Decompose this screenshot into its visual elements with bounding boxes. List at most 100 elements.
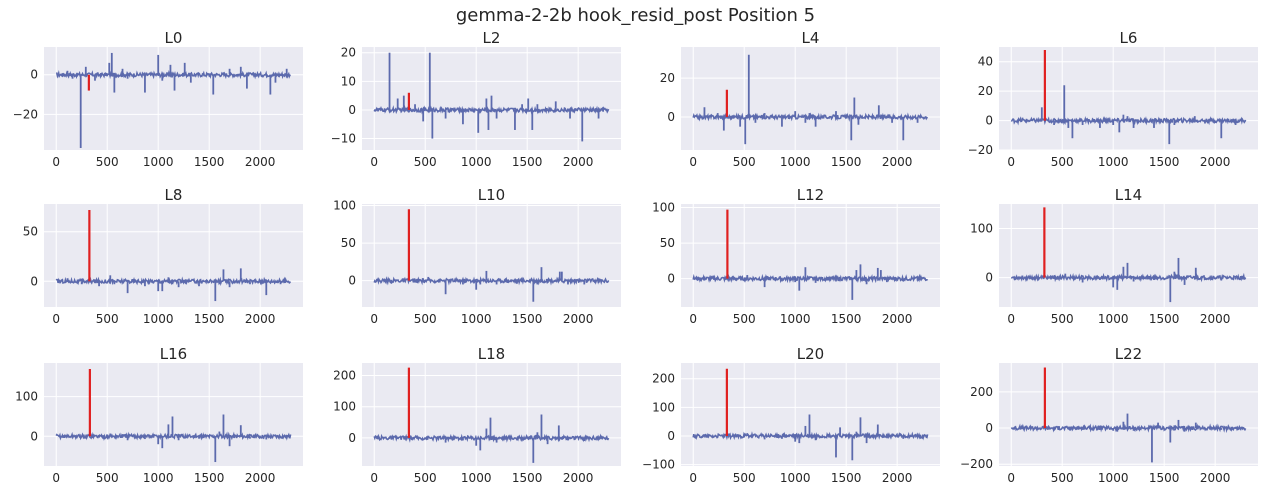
x-tick-label: 1500	[1149, 471, 1180, 485]
subplot-l2: L2 0 500 1000 1500 2000 −10 0 10 20	[331, 29, 621, 169]
series-line	[373, 276, 610, 286]
y-tick-label: −200	[960, 457, 993, 471]
y-tick-label: 20	[341, 46, 356, 60]
plot-area	[362, 204, 621, 307]
x-tick-label: 0	[1007, 312, 1015, 326]
x-tick-label: 1500	[512, 471, 543, 485]
y-tick-label: 0	[348, 431, 356, 445]
x-tick-label: 500	[414, 312, 437, 326]
y-tick-label: 200	[652, 372, 675, 386]
x-tick-label: 2000	[245, 312, 276, 326]
y-tick-label: 200	[333, 368, 356, 382]
y-tick-label: 0	[985, 271, 993, 285]
y-tick-label: 100	[970, 222, 993, 236]
subplot-l0: L0 0 500 1000 1500 2000 −20 0	[13, 29, 303, 169]
y-tick-label: 10	[341, 74, 356, 88]
x-tick-label: 1000	[780, 155, 811, 169]
x-tick-label: 1000	[143, 155, 174, 169]
x-tick-label: 1500	[831, 155, 862, 169]
x-tick-label: 1500	[194, 155, 225, 169]
x-tick-label: 500	[96, 312, 119, 326]
x-tick-label: 2000	[245, 471, 276, 485]
x-tick-label: 500	[733, 155, 756, 169]
x-tick-label: 0	[370, 312, 378, 326]
x-tick-label: 0	[689, 471, 697, 485]
y-tick-label: 0	[985, 114, 993, 128]
subplot-title: L16	[160, 345, 187, 363]
subplot-l20: L20 0 500 1000 1500 2000 −100 0 100 200	[642, 345, 940, 485]
subplot-title: L20	[797, 345, 824, 363]
series-line	[692, 273, 928, 284]
subplot-title: L18	[478, 345, 505, 363]
x-tick-label: 2000	[245, 155, 276, 169]
y-tick-label: 100	[652, 400, 675, 414]
subplot-l16: L16 0 500 1000 1500 2000 0 100	[15, 345, 303, 485]
x-tick-label: 1500	[194, 312, 225, 326]
y-tick-label: 0	[30, 274, 38, 288]
x-tick-label: 1500	[194, 471, 225, 485]
subplot-title: L22	[1115, 345, 1142, 363]
y-tick-label: 100	[652, 201, 675, 215]
x-tick-label: 0	[689, 155, 697, 169]
y-tick-label: −10	[331, 132, 356, 146]
plot-area	[999, 47, 1258, 150]
subplot-title: L12	[797, 186, 824, 204]
x-tick-label: 2000	[563, 155, 594, 169]
y-tick-label: 0	[30, 68, 38, 82]
y-tick-label: 50	[660, 236, 675, 250]
subplot-title: L8	[165, 186, 183, 204]
y-tick-label: 20	[978, 84, 993, 98]
series-line	[56, 69, 291, 80]
x-tick-label: 0	[1007, 155, 1015, 169]
subplot-title: L0	[165, 29, 183, 47]
x-tick-label: 2000	[882, 471, 913, 485]
x-tick-label: 500	[96, 155, 119, 169]
subplot-title: L6	[1120, 29, 1138, 47]
x-tick-label: 500	[1051, 471, 1074, 485]
plot-area	[681, 47, 940, 150]
y-tick-label: 0	[667, 272, 675, 286]
x-tick-label: 0	[52, 312, 60, 326]
subplot-l8: L8 0 500 1000 1500 2000 0 50	[23, 186, 303, 326]
x-tick-label: 2000	[1200, 155, 1231, 169]
x-tick-label: 1500	[831, 471, 862, 485]
subplot-title: L4	[802, 29, 820, 47]
x-tick-label: 500	[1051, 312, 1074, 326]
series-line	[692, 431, 929, 441]
subplot-l22: L22 0 500 1000 1500 2000 −200 0 200	[960, 345, 1258, 485]
plot-area	[999, 363, 1258, 466]
x-tick-label: 500	[733, 471, 756, 485]
y-tick-label: −20	[968, 143, 993, 157]
x-tick-label: 1000	[461, 471, 492, 485]
y-tick-label: −100	[642, 458, 675, 472]
subplot-l14: L14 0 500 1000 1500 2000 0 100	[970, 186, 1258, 326]
x-tick-label: 2000	[882, 155, 913, 169]
figure-title: gemma-2-2b hook_resid_post Position 5	[455, 5, 816, 26]
x-tick-label: 1000	[143, 471, 174, 485]
plot-area	[44, 47, 303, 150]
x-tick-label: 0	[689, 312, 697, 326]
x-tick-label: 1500	[512, 312, 543, 326]
plot-area	[681, 204, 940, 307]
x-tick-label: 2000	[1200, 312, 1231, 326]
x-tick-label: 500	[733, 312, 756, 326]
x-tick-label: 1500	[1149, 312, 1180, 326]
x-tick-label: 1000	[143, 312, 174, 326]
x-tick-label: 2000	[882, 312, 913, 326]
x-tick-label: 500	[1051, 155, 1074, 169]
subplot-title: L14	[1115, 186, 1142, 204]
x-tick-label: 1500	[1149, 155, 1180, 169]
y-tick-label: 100	[15, 390, 38, 404]
subplot-title: L2	[483, 29, 501, 47]
series-line	[1011, 272, 1247, 283]
subplot-title: L10	[478, 186, 505, 204]
y-tick-label: 200	[970, 385, 993, 399]
x-tick-label: 500	[414, 155, 437, 169]
x-tick-label: 1000	[461, 312, 492, 326]
x-tick-label: 1000	[1098, 155, 1129, 169]
x-tick-label: 0	[1007, 471, 1015, 485]
plot-area	[44, 363, 303, 466]
series-line	[1010, 423, 1247, 434]
x-tick-label: 1500	[831, 312, 862, 326]
